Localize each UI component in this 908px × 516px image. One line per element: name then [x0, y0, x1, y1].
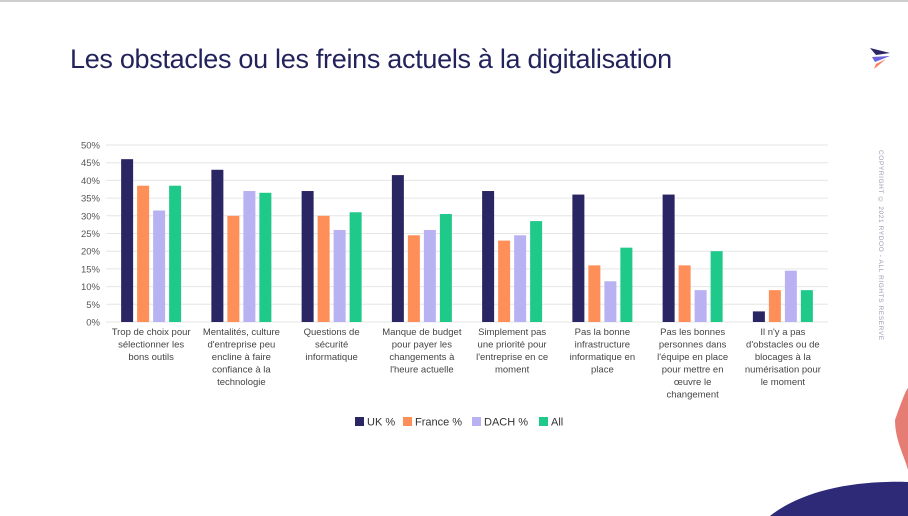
- y-tick-label: 20%: [81, 247, 101, 258]
- x-category-label: œuvre le: [674, 377, 711, 388]
- bar-all-6: [620, 247, 633, 322]
- bar-all-7: [710, 251, 723, 322]
- bar-france-8: [768, 290, 781, 322]
- bar-france-4: [407, 235, 420, 322]
- bar-all-1: [169, 185, 182, 322]
- x-category-label: l'heure actuelle: [390, 365, 454, 376]
- x-category-label: Trop de choix pour: [112, 327, 191, 338]
- bar-france-2: [227, 215, 240, 322]
- y-tick-label: 5%: [86, 300, 100, 311]
- x-category-label: blocages à la: [755, 352, 812, 363]
- legend-swatch: [355, 417, 364, 426]
- x-category-label: pour mettre en: [662, 365, 724, 376]
- x-category-label: Pas les bonnes: [660, 327, 725, 338]
- x-category-label: confiance à la: [212, 365, 271, 376]
- x-category-label: l'entreprise en ce: [476, 352, 548, 363]
- bar-france-6: [588, 265, 601, 322]
- bar-all-4: [439, 214, 452, 322]
- bar-dach-3: [333, 229, 346, 322]
- y-tick-label: 0%: [86, 318, 100, 329]
- bar-dach-6: [604, 281, 617, 322]
- x-category-label: personnes dans: [659, 340, 727, 351]
- rydoo-logo-icon: [870, 48, 890, 69]
- corner-accent-shape: [895, 388, 908, 470]
- copyright-notice: COPYRIGHT © 2021 RYDOO - ALL RIGHTS RESE…: [877, 150, 884, 340]
- bar-france-1: [137, 185, 150, 322]
- bar-all-8: [800, 290, 813, 322]
- x-category-label: informatique en: [570, 352, 635, 363]
- x-category-label: place: [591, 365, 614, 376]
- x-category-label: l'équipe en place: [657, 352, 728, 363]
- bar-uk-7: [662, 194, 675, 322]
- top-border: [0, 0, 908, 2]
- x-category-label: d'entreprise peu: [207, 340, 275, 351]
- x-category-label: encline à faire: [212, 352, 271, 363]
- grid-lines: [106, 144, 828, 323]
- x-category-label: Il n'y a pas: [760, 327, 805, 338]
- legend-swatch: [403, 417, 412, 426]
- corner-wave-shape: [770, 481, 908, 516]
- bar-uk-8: [752, 311, 765, 322]
- legend-label: DACH %: [484, 417, 528, 429]
- slide-title: Les obstacles ou les freins actuels à la…: [70, 44, 672, 74]
- bar-uk-2: [211, 169, 224, 322]
- x-category-label: le moment: [761, 377, 806, 388]
- x-category-label: infrastructure: [575, 340, 630, 351]
- x-category-label: une priorité pour: [478, 340, 547, 351]
- x-category-label: bons outils: [128, 352, 174, 363]
- y-axis-ticks: 0% 5% 10% 15% 20% 25% 30% 35% 40% 45% 50%: [81, 141, 101, 329]
- x-category-label: Manque de budget: [382, 327, 462, 338]
- legend-swatch: [472, 417, 481, 426]
- y-tick-label: 25%: [81, 229, 101, 240]
- y-tick-label: 40%: [81, 176, 101, 187]
- bar-dach-4: [423, 229, 436, 322]
- x-category-label: Questions de: [304, 327, 360, 338]
- x-category-label: Simplement pas: [478, 327, 546, 338]
- y-tick-label: 35%: [81, 194, 101, 205]
- bars: [121, 159, 813, 322]
- bar-france-7: [678, 265, 691, 322]
- x-category-label: Mentalités, culture: [203, 327, 280, 338]
- y-tick-label: 15%: [81, 264, 101, 275]
- bar-uk-3: [301, 191, 314, 322]
- x-category-label: d'obstacles ou de: [746, 340, 820, 351]
- bar-dach-1: [153, 210, 166, 322]
- y-tick-label: 10%: [81, 282, 101, 293]
- bar-all-3: [349, 212, 362, 322]
- bar-dach-8: [784, 270, 797, 322]
- x-category-label: Pas la bonne: [575, 327, 630, 338]
- x-category-label: pour payer les: [392, 340, 452, 351]
- bar-france-3: [317, 215, 330, 322]
- bar-uk-6: [572, 194, 585, 322]
- y-tick-label: 50%: [81, 141, 101, 152]
- bar-all-5: [530, 221, 543, 322]
- bar-dach-5: [514, 235, 527, 322]
- x-category-label: moment: [495, 365, 530, 376]
- x-category-label: technologie: [217, 377, 266, 388]
- bar-uk-4: [391, 175, 404, 322]
- y-tick-label: 30%: [81, 211, 101, 222]
- bar-dach-7: [694, 290, 707, 322]
- y-tick-label: 45%: [81, 158, 101, 169]
- bar-dach-2: [243, 191, 256, 322]
- bar-uk-1: [121, 159, 134, 322]
- x-category-label: changements à: [389, 352, 455, 363]
- legend: UK % France % DACH % All: [355, 417, 563, 429]
- legend-label: UK %: [367, 417, 395, 429]
- x-category-label: changement: [666, 390, 719, 401]
- x-category-label: sécurité: [315, 340, 348, 351]
- legend-label: All: [551, 417, 563, 429]
- bar-france-5: [498, 240, 511, 322]
- x-category-label: informatique: [305, 352, 357, 363]
- bar-all-2: [259, 192, 272, 322]
- legend-label: France %: [415, 417, 462, 429]
- x-category-label: numérisation pour: [745, 365, 821, 376]
- legend-swatch: [539, 417, 548, 426]
- x-category-label: sélectionner les: [118, 340, 184, 351]
- bar-uk-5: [482, 191, 495, 322]
